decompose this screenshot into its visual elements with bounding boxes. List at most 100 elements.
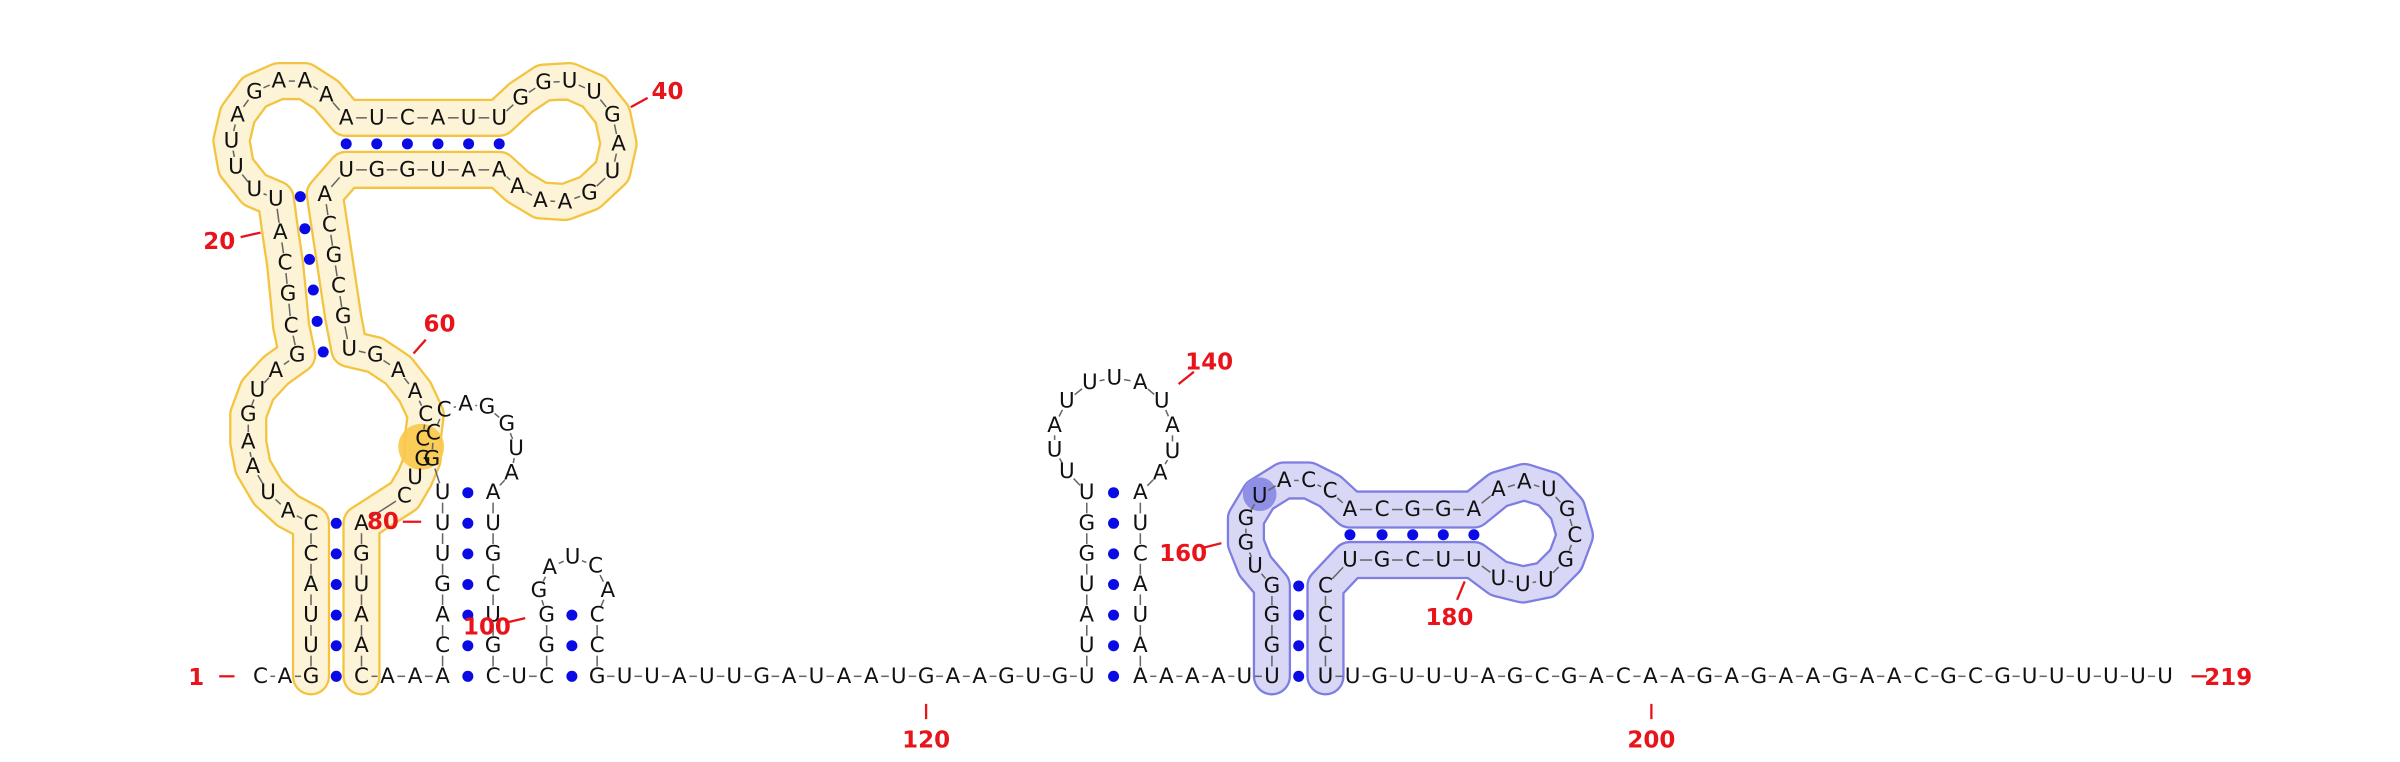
nucleotide: A	[408, 664, 423, 689]
base-pair	[303, 253, 315, 265]
backbone	[418, 400, 423, 406]
base-pair	[463, 138, 475, 150]
nucleotide: A	[504, 460, 519, 485]
nucleotide: G	[414, 447, 431, 472]
nucleotide: A	[241, 430, 256, 455]
nucleotide: U	[491, 105, 507, 130]
nucleotide: A	[435, 603, 450, 628]
nucleotide: U	[605, 159, 621, 184]
nucleotide: A	[278, 664, 293, 689]
nucleotide: C	[397, 483, 412, 508]
base-pair	[294, 191, 306, 203]
backbone	[1336, 497, 1344, 504]
nucleotide: A	[246, 454, 261, 479]
base-pair	[432, 138, 444, 150]
domain-overlap	[398, 423, 445, 470]
nucleotide: G	[1832, 664, 1849, 689]
nucleotide: A	[281, 499, 296, 524]
nucleotide: G	[499, 411, 516, 436]
position-label: 120	[902, 728, 950, 754]
nucleotide: A	[533, 188, 548, 213]
nucleotide: U	[891, 664, 907, 689]
nucleotide: A	[486, 480, 501, 505]
base-pair	[566, 609, 578, 621]
backbone	[232, 150, 236, 158]
nucleotide: G	[246, 79, 263, 104]
backbone	[281, 242, 285, 254]
base-pair	[1468, 529, 1480, 541]
backbone	[599, 99, 607, 108]
nucleotide: G	[1264, 633, 1281, 658]
nucleotide: G	[280, 281, 297, 306]
backbone	[613, 153, 618, 162]
nucleotide: G	[1264, 603, 1281, 628]
backbone	[251, 399, 255, 406]
backbone	[242, 99, 250, 108]
backbone	[1481, 495, 1492, 504]
nucleotide: A	[339, 105, 354, 130]
nucleotide: A	[672, 664, 687, 689]
backbone	[330, 176, 341, 188]
backbone	[1507, 580, 1514, 583]
nucleotide: G	[479, 395, 496, 420]
backbone	[276, 208, 280, 223]
nucleotide: A	[1806, 664, 1821, 689]
base-pair	[1293, 670, 1305, 682]
base-pair	[1108, 548, 1120, 560]
nucleotide: C	[331, 274, 346, 299]
backbone	[525, 191, 533, 196]
backbone	[274, 498, 282, 505]
nucleotide: G	[1561, 664, 1578, 689]
backbone	[257, 474, 264, 485]
nucleotide: A	[1467, 497, 1482, 522]
nucleotide: A	[298, 69, 313, 94]
nucleotide: A	[1860, 664, 1875, 689]
nucleotide: G	[998, 664, 1015, 689]
nucleotide: G	[1940, 664, 1957, 689]
nucleotide: A	[1779, 664, 1794, 689]
backbone	[285, 273, 288, 284]
backbone	[358, 350, 366, 354]
nucleotide: G	[1052, 664, 1069, 689]
nucleotide: G	[1696, 664, 1713, 689]
base-pair	[1108, 609, 1120, 621]
base-pair	[330, 517, 342, 529]
nucleotide: C	[1133, 541, 1148, 566]
nucleotide: U	[485, 511, 501, 536]
nucleotide: G	[434, 572, 451, 597]
position-tick	[240, 231, 261, 239]
nucleotide: G	[1994, 664, 2011, 689]
position-label: 100	[463, 614, 511, 640]
backbone	[1146, 479, 1154, 487]
backbone	[600, 599, 605, 607]
nucleotide: A	[1047, 413, 1062, 438]
nucleotide: U	[341, 336, 357, 361]
position-label: 20	[203, 229, 235, 255]
nucleotide: A	[1277, 468, 1292, 493]
nucleotide: G	[1751, 664, 1768, 689]
nucleotide: U	[2076, 664, 2092, 689]
backbone	[1058, 409, 1064, 417]
base-pair	[1108, 640, 1120, 652]
nucleotide: C	[1301, 468, 1316, 493]
nucleotide: G	[424, 447, 441, 472]
nucleotide: A	[1643, 664, 1658, 689]
nucleotide: A	[492, 157, 507, 182]
backbone	[1248, 552, 1253, 558]
nucleotide: C	[590, 603, 605, 628]
nucleotide: G	[303, 664, 320, 689]
nucleotide: U	[247, 177, 263, 202]
backbone	[283, 360, 290, 366]
nucleotide: G	[335, 304, 352, 329]
position-tick	[630, 96, 649, 109]
nucleotide: A	[1133, 572, 1148, 597]
nucleotide: U	[2157, 664, 2173, 689]
nucleotide: U	[338, 157, 354, 182]
backbone	[325, 204, 329, 216]
nucleotide: A	[431, 105, 446, 130]
nucleotide: G	[1404, 497, 1421, 522]
backbone	[263, 192, 267, 196]
backbone	[1058, 458, 1063, 464]
base-pair	[1437, 529, 1449, 541]
backbone	[1074, 388, 1083, 396]
